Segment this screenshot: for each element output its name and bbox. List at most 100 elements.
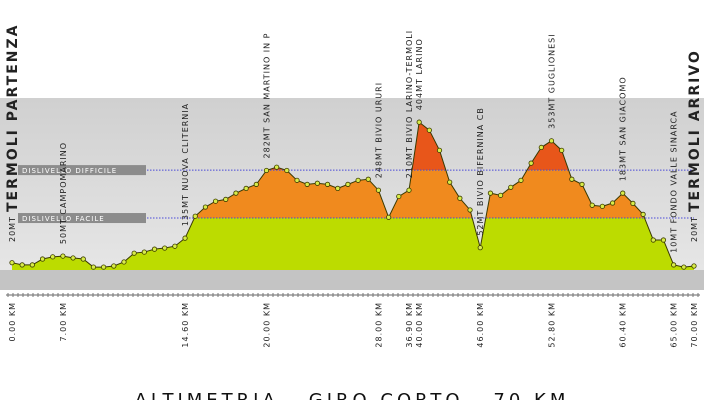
waypoint-label: 20MT TERMOLI PARTENZA [5, 24, 21, 242]
elevation-point [609, 200, 616, 206]
elevation-point [386, 214, 392, 220]
elevation-point [212, 198, 219, 204]
elevation-point [447, 179, 453, 185]
elevation-point [131, 250, 137, 256]
elevation-point [29, 262, 35, 268]
elevation-point [681, 264, 687, 270]
elevation-point [569, 176, 575, 182]
elevation-point [202, 204, 209, 210]
elevation-point [671, 262, 677, 268]
elevation-point [416, 119, 422, 125]
elevation-point [294, 177, 300, 183]
elevation-point [406, 187, 412, 193]
x-tick-label: 40.00 KM [415, 302, 424, 348]
elevation-point [151, 246, 158, 252]
elevation-point [620, 190, 626, 196]
waypoint-label: 282MT SAN MARTINO IN P [262, 32, 271, 158]
waypoint-label: 353MT GUGLIONESI [547, 33, 556, 128]
elevation-point [518, 177, 524, 183]
x-tick-label: 7.00 KM [59, 302, 68, 342]
waypoint-altitude: 20MT [690, 216, 699, 242]
waypoint-name: TERMOLI PARTENZA [5, 24, 21, 213]
elevation-point [599, 203, 605, 209]
elevation-point [691, 263, 697, 269]
elevation-point [101, 264, 107, 270]
base-strip [0, 270, 704, 290]
elevation-point [314, 180, 320, 186]
elevation-point [324, 181, 331, 187]
elevation-point [487, 190, 494, 196]
elevation-point [640, 211, 646, 217]
level-label: DISLIVELLO FACILE [22, 215, 105, 223]
x-tick-label: 65.00 KM [670, 302, 679, 348]
waypoint-label: 210MT BIVIO LARINO-TERMOLI [405, 30, 414, 178]
x-tick-label: 0.00 KM [8, 302, 17, 342]
elevation-point [375, 187, 382, 193]
elevation-point [538, 144, 544, 151]
elevation-point [508, 184, 514, 190]
x-tick-label: 36.90 KM [405, 302, 414, 348]
waypoint-label: 248MT BIVIO URURI [374, 82, 383, 178]
elevation-point [243, 185, 249, 191]
elevation-point [559, 147, 565, 153]
elevation-point [121, 259, 127, 265]
x-tick-label: 52.80 KM [547, 302, 556, 348]
level-label-box [18, 213, 146, 224]
waypoint-label: 10MT FONDO VALLE SINARCA [670, 110, 679, 252]
elevation-point [263, 167, 270, 174]
x-tick-label: 20.00 KM [262, 302, 271, 348]
level-label: DISLIVELLO DIFFICILE [22, 167, 117, 175]
waypoint-name: TERMOLI ARRIVO [687, 49, 703, 212]
elevation-point [284, 167, 290, 174]
waypoint-altitude: 20MT [8, 216, 17, 242]
elevation-point [274, 164, 280, 170]
elevation-point [223, 196, 229, 202]
elevation-point [253, 181, 259, 187]
x-tick-label: 28.00 KM [374, 302, 383, 348]
elevation-point [90, 264, 97, 270]
elevation-point [457, 195, 463, 201]
axis-ticks [7, 293, 699, 297]
elevation-point [233, 190, 239, 196]
elevation-point [650, 237, 656, 243]
elevation-point [548, 138, 555, 144]
waypoint-label: 50MT CAMPOMARINO [59, 142, 68, 244]
elevation-point [162, 245, 168, 251]
elevation-point [467, 207, 473, 213]
elevation-point [365, 176, 371, 182]
elevation-point [579, 181, 585, 187]
chart-title: ALTIMETRIA - GIRO CORTO - 70 KM [135, 390, 570, 400]
elevation-point [182, 235, 188, 241]
elevation-point [192, 213, 198, 219]
waypoint-label: 183MT SAN GIACOMO [619, 76, 628, 181]
waypoint-label: 404MT LARINO [415, 38, 424, 110]
waypoint-label: 135MT NUOVA CLITERNIA [181, 103, 190, 226]
elevation-point [660, 237, 667, 243]
elevation-point [60, 253, 66, 259]
elevation-point [355, 177, 361, 183]
elevation-point [70, 255, 76, 261]
elevation-point [9, 260, 15, 266]
elevation-point [304, 181, 310, 187]
elevation-point [630, 200, 636, 206]
elevation-point [426, 127, 432, 133]
elevation-point [141, 249, 147, 255]
elevation-area [194, 170, 645, 219]
x-tick-label: 70.00 KM [690, 302, 699, 348]
elevation-point [80, 256, 86, 262]
waypoint-label: 52MT BIVIO BIFERNINA CB [476, 107, 485, 236]
elevation-point [335, 185, 341, 191]
elevation-point [477, 245, 483, 251]
elevation-point [111, 263, 117, 269]
elevation-point [589, 202, 595, 208]
elevation-point [172, 243, 178, 249]
elevation-point [39, 256, 46, 262]
x-tick-label: 60.40 KM [619, 302, 628, 348]
elevation-point [50, 254, 56, 260]
elevation-point [436, 147, 443, 153]
elevation-area [12, 218, 694, 270]
elevation-point [19, 262, 25, 268]
x-tick-label: 14.60 KM [181, 302, 190, 348]
elevation-point [497, 192, 504, 198]
